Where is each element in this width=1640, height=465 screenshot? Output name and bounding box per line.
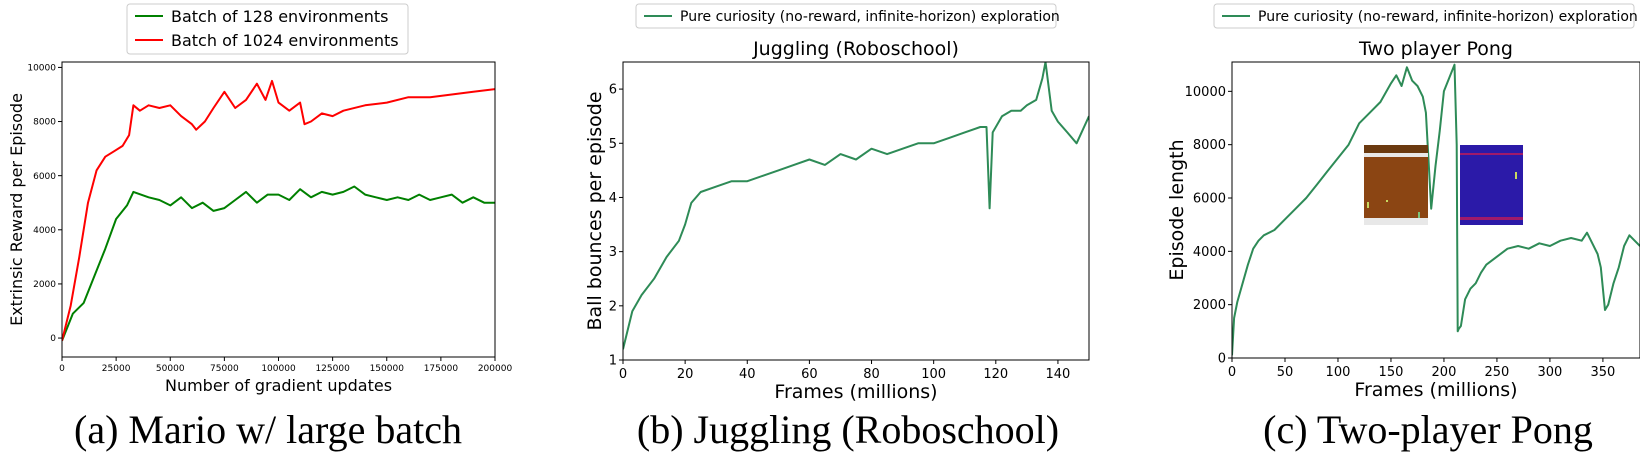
pong-thumbnails — [1364, 145, 1523, 225]
axes-frame — [622, 61, 1090, 361]
y-tick-label: 4000 — [33, 226, 56, 236]
x-tick-label: 60 — [801, 367, 818, 382]
caption-c: (c) Two-player Pong — [1263, 407, 1593, 452]
y-tick-label: 2 — [609, 299, 617, 314]
x-tick-label: 25000 — [102, 364, 131, 374]
pong-thumbnail-right-paddle — [1515, 172, 1517, 179]
pong-thumbnail-right-topline — [1460, 153, 1523, 155]
y-tick-label: 6000 — [33, 172, 56, 182]
x-tick-label: 350 — [1590, 365, 1615, 380]
legend-box — [635, 3, 1057, 29]
legend-label: Batch of 128 environments — [171, 7, 388, 26]
x-tick-label: 20 — [677, 367, 694, 382]
y-tick-label: 2000 — [33, 280, 56, 290]
y-tick-label: 5 — [609, 137, 617, 152]
y-tick-label: 6000 — [1193, 192, 1226, 207]
legend-box — [126, 3, 409, 55]
y-axis-label: Extrinsic Reward per Episode — [7, 93, 26, 326]
x-tick-label: 150000 — [370, 364, 405, 374]
y-tick-label: 10000 — [1185, 85, 1226, 100]
caption-a: (a) Mario w/ large batch — [74, 407, 462, 452]
y-tick-label: 4 — [609, 191, 617, 206]
caption-b: (b) Juggling (Roboschool) — [636, 407, 1060, 452]
series-line-1 — [623, 62, 1089, 350]
y-tick-label: 1 — [609, 354, 617, 369]
y-tick-label: 2000 — [1193, 298, 1226, 313]
pong-thumbnail-left-topbar — [1364, 145, 1428, 153]
legend: Pure curiosity (no-reward, infinite-hori… — [1213, 3, 1638, 29]
x-tick-label: 0 — [1228, 365, 1236, 380]
y-tick-label: 4000 — [1193, 245, 1226, 260]
y-tick-label: 10000 — [27, 64, 56, 74]
x-tick-label: 140 — [1046, 367, 1071, 382]
x-tick-label: 0 — [619, 367, 627, 382]
y-tick-label: 0 — [50, 334, 56, 344]
x-tick-label: 100000 — [261, 364, 296, 374]
x-tick-label: 50 — [1277, 365, 1294, 380]
legend-box — [1213, 3, 1635, 29]
pong-thumbnail-left — [1364, 145, 1428, 225]
y-tick-label: 0 — [1218, 352, 1226, 367]
x-tick-label: 150 — [1379, 365, 1404, 380]
x-tick-label: 100 — [921, 367, 946, 382]
legend: Pure curiosity (no-reward, infinite-hori… — [635, 3, 1060, 29]
chart-2: 0 20 40 60 80 100 120 140 1 2 3 4 5 6 Frames (millions… — [584, 3, 1090, 403]
axes-frame — [61, 61, 496, 358]
legend: Batch of 128 environments Batch of 1024 e… — [126, 3, 409, 55]
pong-thumbnail-left-wall — [1364, 153, 1428, 157]
legend-label: Batch of 1024 environments — [171, 31, 399, 50]
x-tick-label: 200 — [1432, 365, 1457, 380]
y-axis-label: Ball bounces per episode — [584, 91, 606, 330]
series-line-1 — [1232, 63, 1640, 356]
x-tick-label: 125000 — [315, 364, 350, 374]
legend-label: Pure curiosity (no-reward, infinite-hori… — [1258, 9, 1638, 25]
x-tick-label: 120 — [983, 367, 1008, 382]
pong-thumbnail-left-paddle — [1367, 202, 1369, 208]
axes-frame — [1231, 61, 1640, 359]
pong-thumbnail-left-ball — [1386, 200, 1388, 202]
pong-thumbnail-left-paddle-2 — [1418, 212, 1420, 218]
pong-thumbnail-left-bottomwall — [1364, 218, 1428, 225]
y-axis-label: Episode length — [1166, 139, 1188, 280]
pong-thumbnail-right — [1460, 145, 1523, 225]
x-axis-label: Frames (millions) — [1354, 379, 1517, 401]
x-tick-label: 300 — [1538, 365, 1563, 380]
x-tick-label: 0 — [59, 364, 65, 374]
x-tick-label: 40 — [739, 367, 756, 382]
x-tick-label: 200000 — [478, 364, 513, 374]
y-tick-label: 6 — [609, 83, 617, 98]
x-tick-label: 75000 — [210, 364, 239, 374]
legend-label: Pure curiosity (no-reward, infinite-hori… — [680, 9, 1060, 25]
series-line-1 — [62, 185, 495, 342]
x-tick-label: 80 — [863, 367, 880, 382]
chart-1: 0 25000 50000 75000 100000 125000 150000 175000… — [7, 3, 513, 395]
series-line-2 — [62, 79, 495, 342]
pong-thumbnail-right-bottomline — [1460, 217, 1523, 220]
chart-title: Two player Pong — [1358, 38, 1513, 60]
x-axis-label: Frames (millions) — [774, 381, 937, 403]
chart-title: Juggling (Roboschool) — [752, 38, 959, 60]
x-tick-label: 50000 — [156, 364, 185, 374]
chart-3: 0 50 100 150 200 250 300 350 0 2000 4000 6000 8000 10… — [1166, 3, 1640, 401]
y-tick-label: 8000 — [33, 118, 56, 128]
x-tick-label: 250 — [1485, 365, 1510, 380]
y-tick-label: 3 — [609, 245, 617, 260]
x-axis-label: Number of gradient updates — [165, 376, 392, 395]
x-tick-label: 100 — [1326, 365, 1351, 380]
y-tick-label: 8000 — [1193, 138, 1226, 153]
x-tick-label: 175000 — [424, 364, 459, 374]
